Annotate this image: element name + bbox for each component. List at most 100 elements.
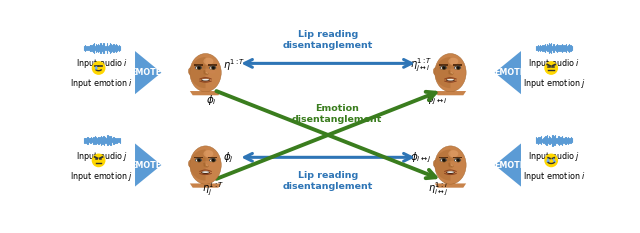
Circle shape [545,62,557,74]
Circle shape [212,67,214,69]
Text: $\phi_{i\leftrightarrow j}$: $\phi_{i\leftrightarrow j}$ [410,150,432,164]
Circle shape [457,158,460,162]
Circle shape [92,154,105,167]
Ellipse shape [204,58,213,65]
Ellipse shape [204,150,213,157]
Ellipse shape [454,66,461,69]
Circle shape [198,158,201,162]
Wedge shape [435,57,451,88]
Ellipse shape [190,146,221,184]
Text: Input emotion $j$: Input emotion $j$ [523,77,586,90]
Text: Lip reading
disentanglement: Lip reading disentanglement [283,171,373,191]
Ellipse shape [440,158,447,162]
Wedge shape [190,149,205,181]
Text: EMOTE: EMOTE [131,161,161,170]
Circle shape [458,159,459,161]
Polygon shape [209,157,217,158]
Circle shape [212,158,215,162]
Polygon shape [135,144,161,187]
Circle shape [212,159,214,161]
Text: Input emotion $j$: Input emotion $j$ [70,170,133,183]
Circle shape [458,67,459,69]
Polygon shape [495,144,521,187]
Circle shape [442,66,445,69]
Ellipse shape [440,66,447,69]
Polygon shape [495,51,521,94]
Polygon shape [194,157,203,158]
Ellipse shape [195,158,202,162]
Polygon shape [190,91,221,95]
Text: EMOTE: EMOTE [495,68,525,77]
Ellipse shape [201,171,210,174]
Ellipse shape [210,163,216,166]
Polygon shape [95,66,97,69]
Ellipse shape [209,66,216,69]
Circle shape [545,154,557,167]
Ellipse shape [195,66,202,69]
Ellipse shape [202,171,209,173]
Circle shape [444,67,445,69]
Polygon shape [204,71,209,75]
Text: Emotion
disentanglement: Emotion disentanglement [292,104,383,124]
Ellipse shape [188,160,193,167]
Ellipse shape [454,158,461,162]
Circle shape [92,62,105,74]
Circle shape [212,66,215,69]
Ellipse shape [435,54,466,92]
Text: Input audio $i$: Input audio $i$ [76,57,128,70]
Circle shape [457,66,460,69]
Text: $\phi_i$: $\phi_i$ [206,93,217,107]
Ellipse shape [445,86,456,93]
Text: Lip reading
disentanglement: Lip reading disentanglement [283,30,373,50]
Ellipse shape [209,158,216,162]
Polygon shape [449,163,453,167]
Circle shape [198,67,200,69]
Text: EMOTE: EMOTE [495,161,525,170]
Ellipse shape [435,146,466,184]
Ellipse shape [195,65,216,69]
Text: $\phi_{j\leftrightarrow i}$: $\phi_{j\leftrightarrow i}$ [426,93,447,107]
Ellipse shape [440,158,461,161]
Circle shape [198,159,200,161]
Text: Input emotion $i$: Input emotion $i$ [523,170,586,183]
Text: $\eta^{1:T}$: $\eta^{1:T}$ [223,57,246,73]
Ellipse shape [446,79,455,82]
Ellipse shape [448,58,458,65]
Ellipse shape [200,178,211,185]
Ellipse shape [190,54,221,92]
Polygon shape [435,183,466,188]
Text: $\eta_{i\leftrightarrow j}^{1:T}$: $\eta_{i\leftrightarrow j}^{1:T}$ [428,180,451,198]
Ellipse shape [433,160,438,167]
Polygon shape [553,159,556,162]
Ellipse shape [440,65,461,69]
Text: Input audio $i$: Input audio $i$ [528,57,580,70]
Ellipse shape [201,79,210,82]
Wedge shape [190,57,205,88]
Polygon shape [547,159,549,162]
Ellipse shape [210,70,216,74]
Polygon shape [453,157,462,158]
Circle shape [442,158,445,162]
Text: Input emotion $i$: Input emotion $i$ [70,77,133,90]
Ellipse shape [455,70,460,74]
Ellipse shape [188,68,193,75]
Polygon shape [190,183,221,188]
Ellipse shape [200,86,211,93]
Ellipse shape [448,150,458,157]
Polygon shape [204,163,209,167]
Ellipse shape [195,158,216,161]
Polygon shape [435,91,466,95]
Wedge shape [435,149,451,181]
Polygon shape [135,51,161,94]
Text: $\phi_j$: $\phi_j$ [223,150,234,164]
Circle shape [444,159,445,161]
Circle shape [198,66,201,69]
Ellipse shape [455,163,460,166]
Ellipse shape [433,68,438,75]
Text: EMOTE: EMOTE [131,68,161,77]
Text: Input audio $j$: Input audio $j$ [76,150,128,163]
Ellipse shape [447,171,454,173]
Text: $\eta_{j\leftrightarrow i}^{1:T}$: $\eta_{j\leftrightarrow i}^{1:T}$ [410,56,433,74]
Ellipse shape [202,79,209,81]
Ellipse shape [446,171,455,174]
